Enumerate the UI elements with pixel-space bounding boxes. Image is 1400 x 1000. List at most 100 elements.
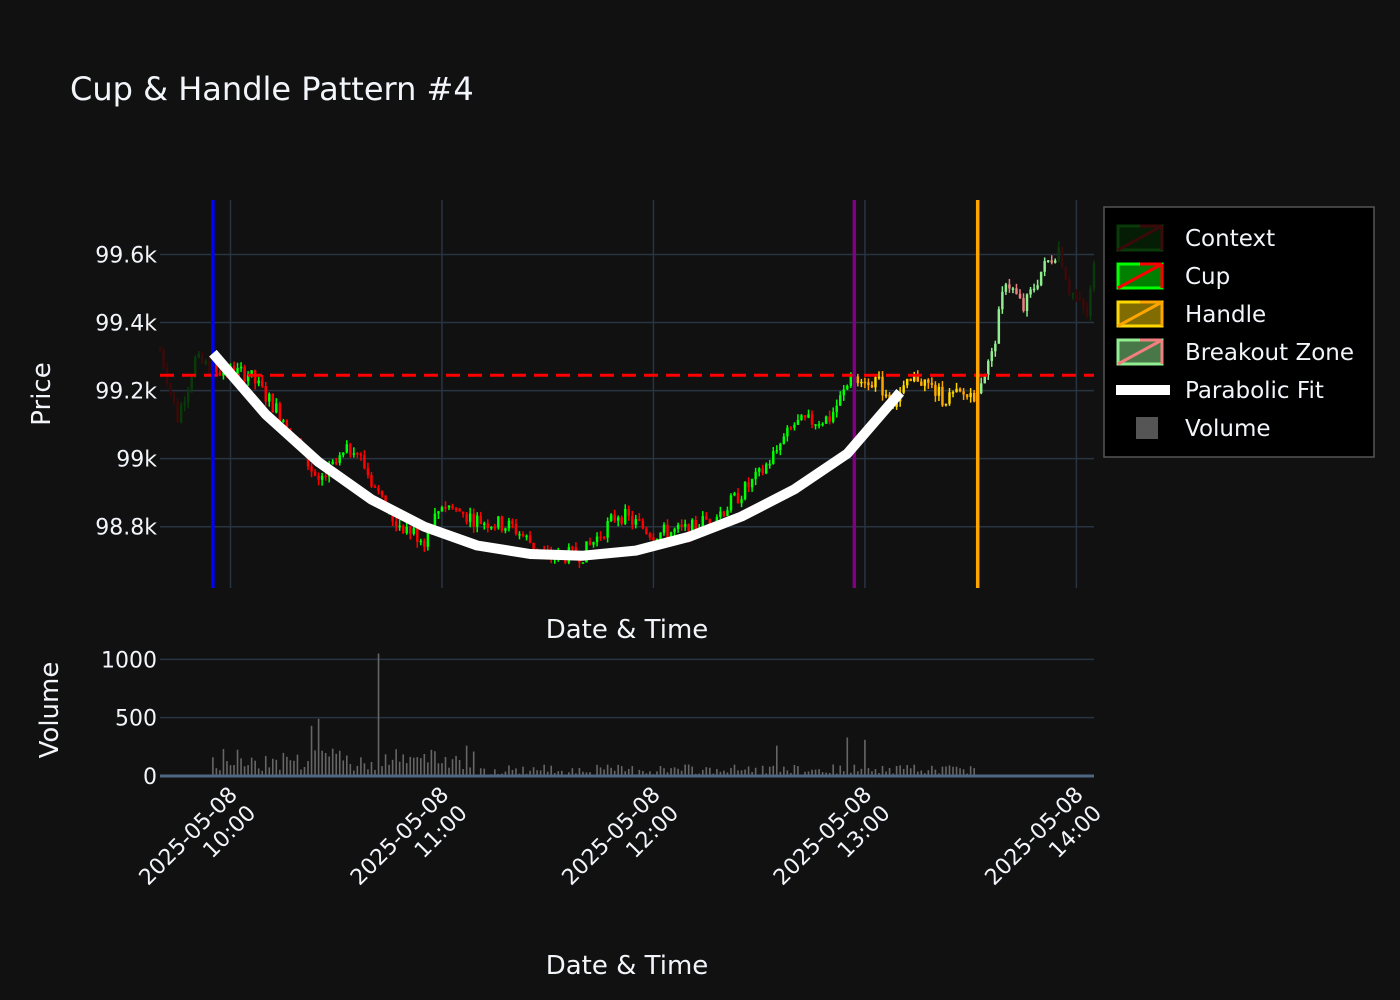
volume-bar	[649, 771, 651, 776]
volume-bar	[613, 770, 616, 776]
candle-body	[916, 375, 920, 382]
volume-bar	[931, 765, 933, 776]
candle-body	[979, 383, 983, 394]
candle-body	[1046, 260, 1050, 262]
candle-body	[239, 366, 243, 369]
volume-bar	[737, 770, 739, 776]
volume-bar	[599, 767, 602, 776]
price-y-tick-label: 99.6k	[95, 243, 157, 268]
volume-bar	[430, 749, 433, 776]
volume-bar	[381, 766, 383, 776]
candle-body	[687, 524, 690, 539]
volume-y-tick-label: 1000	[101, 648, 157, 673]
volume-bar	[286, 756, 288, 776]
candle-body	[867, 382, 870, 386]
price-x-axis-title: Date & Time	[546, 615, 709, 645]
candle-body	[158, 349, 162, 352]
legend-item[interactable]: Cup	[1116, 262, 1230, 290]
candle-body	[1001, 291, 1004, 310]
volume-bar	[902, 768, 905, 776]
volume-bar	[906, 765, 908, 776]
legend-item[interactable]: Volume	[1136, 416, 1271, 442]
volume-bar	[578, 767, 581, 776]
price-y-tick-label: 98.8k	[95, 516, 157, 541]
candle-body	[1085, 307, 1089, 317]
volume-bar	[212, 757, 214, 776]
volume-bar	[307, 761, 309, 776]
candle-body	[863, 381, 867, 384]
volume-bar	[532, 767, 535, 776]
candle-body	[701, 516, 705, 529]
volume-bar	[233, 765, 235, 776]
price-grid	[160, 200, 1094, 588]
candle-body	[634, 519, 638, 525]
candle-body	[877, 376, 881, 379]
candle-body	[271, 393, 275, 413]
volume-bar	[589, 772, 591, 776]
legend-item[interactable]: Handle	[1116, 300, 1266, 328]
candle-body	[994, 343, 997, 352]
candle-body	[934, 384, 937, 396]
candle-body	[253, 370, 257, 384]
volume-bar	[642, 771, 644, 776]
legend-item[interactable]: Breakout Zone	[1116, 338, 1354, 366]
legend-square-swatch	[1136, 417, 1158, 439]
volume-bar	[627, 768, 630, 776]
candle-body	[504, 528, 507, 531]
candle-body	[757, 468, 761, 472]
candle-body	[391, 510, 394, 522]
candle-body	[764, 464, 768, 474]
candle-body	[676, 524, 680, 529]
legend-label: Cup	[1185, 264, 1230, 290]
legend-item[interactable]: Context	[1116, 224, 1275, 252]
candle-body	[186, 389, 190, 403]
candle-body	[1011, 288, 1015, 290]
volume-bar	[899, 765, 901, 776]
volume-bar	[670, 768, 672, 776]
volume-bar	[314, 750, 316, 776]
volume-bar	[557, 771, 560, 776]
candle-body	[648, 533, 652, 538]
volume-bar	[895, 766, 898, 776]
volume-bar	[723, 770, 725, 776]
volume-bar	[909, 768, 912, 776]
volume-bar	[568, 772, 570, 776]
legend-swatch-diagonal	[1117, 262, 1163, 290]
volume-bar	[219, 770, 221, 776]
candle-body	[609, 514, 613, 521]
volume-bar	[550, 765, 553, 776]
candle-body	[616, 517, 620, 521]
candle-body	[747, 482, 750, 488]
volume-bar	[853, 764, 856, 776]
candle-body	[447, 505, 451, 508]
volume-bar	[469, 767, 471, 776]
candle-body	[930, 382, 934, 385]
volume-bar	[839, 765, 842, 776]
legend[interactable]: Context Cup Handle Breakout Zone Parabolic F…	[1103, 206, 1375, 458]
volume-y-tick-label: 0	[143, 765, 157, 790]
volume-bar	[254, 760, 256, 776]
candle-body	[1075, 293, 1078, 298]
candle-body	[363, 455, 366, 469]
candle-body	[1082, 299, 1085, 308]
candle-body	[169, 384, 172, 393]
volume-bar	[846, 737, 849, 776]
candle-body	[483, 523, 486, 525]
candle-body	[359, 454, 363, 456]
volume-bar	[229, 765, 232, 776]
legend-item[interactable]: Parabolic Fit	[1116, 378, 1324, 404]
candle-body	[521, 534, 525, 536]
volume-bar	[786, 770, 789, 776]
candle-body	[1089, 288, 1092, 317]
candle-body	[1018, 293, 1022, 299]
volume-bar	[955, 766, 958, 776]
volume-bar	[409, 756, 412, 776]
candle-body	[965, 394, 969, 398]
candle-body	[1092, 263, 1096, 289]
candle-body	[486, 523, 490, 529]
candle-body	[736, 493, 740, 504]
candle-body	[514, 523, 518, 535]
volume-bar	[360, 757, 362, 776]
candle-body	[800, 415, 803, 420]
